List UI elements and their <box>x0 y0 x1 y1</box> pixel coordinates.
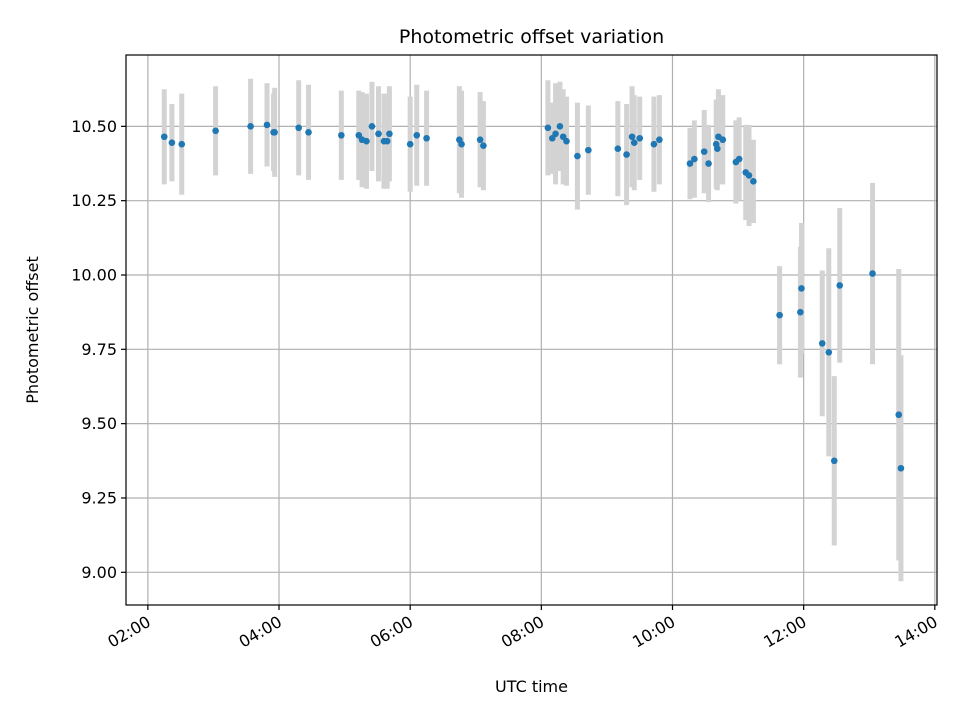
data-point <box>271 128 278 136</box>
data-point <box>628 133 636 141</box>
data-point <box>305 128 312 136</box>
data-point <box>476 136 484 144</box>
plot-frame <box>125 54 938 606</box>
data-point <box>745 172 753 179</box>
data-point <box>480 142 487 149</box>
data-points <box>160 121 905 472</box>
data-point <box>776 311 783 319</box>
y-tick-label: 9.50 <box>81 414 117 433</box>
data-point <box>797 308 804 316</box>
data-point <box>383 137 391 145</box>
data-point <box>825 348 833 356</box>
data-point <box>818 340 826 347</box>
data-point <box>636 134 644 142</box>
data-point <box>375 130 382 138</box>
data-point <box>563 137 570 145</box>
data-point <box>212 127 219 135</box>
data-point <box>897 464 905 472</box>
data-point <box>552 130 559 138</box>
data-point <box>830 457 838 465</box>
data-point <box>750 178 757 185</box>
data-point <box>368 123 376 130</box>
data-point <box>413 131 421 139</box>
data-point <box>386 130 393 138</box>
data-point <box>705 160 712 167</box>
data-point <box>700 148 708 155</box>
chart-title: Photometric offset variation <box>399 26 664 48</box>
data-point <box>656 136 663 144</box>
data-point <box>714 145 721 152</box>
data-point <box>458 140 465 148</box>
data-point <box>556 123 564 130</box>
data-point <box>168 139 176 147</box>
x-axis-title: UTC time <box>495 677 568 696</box>
y-tick-label: 10.25 <box>71 191 117 210</box>
data-point <box>691 155 698 163</box>
data-point <box>798 285 805 292</box>
data-point <box>263 121 271 129</box>
y-axis-title: Photometric offset <box>23 256 42 404</box>
data-point <box>650 140 658 148</box>
data-point <box>544 124 552 132</box>
data-point <box>178 140 186 148</box>
y-tick-label: 10.00 <box>71 266 117 285</box>
data-point <box>869 270 876 277</box>
data-point <box>836 282 844 289</box>
data-point <box>895 411 903 419</box>
data-point <box>160 133 168 141</box>
data-point <box>423 134 430 142</box>
data-point <box>686 160 694 167</box>
data-point <box>247 123 254 130</box>
data-point <box>406 140 414 148</box>
data-point <box>735 155 743 163</box>
data-point <box>614 145 622 152</box>
y-tick-label: 10.50 <box>71 117 117 136</box>
data-point <box>719 136 727 144</box>
data-point <box>574 152 581 160</box>
data-point <box>623 151 630 158</box>
data-point <box>295 124 302 132</box>
y-tick-label: 9.00 <box>81 563 117 582</box>
data-point <box>585 146 592 154</box>
y-tick-label: 9.25 <box>81 488 117 507</box>
y-tick-label: 9.75 <box>81 340 117 359</box>
data-point <box>630 139 638 147</box>
data-point <box>363 137 370 145</box>
data-point <box>338 131 345 139</box>
